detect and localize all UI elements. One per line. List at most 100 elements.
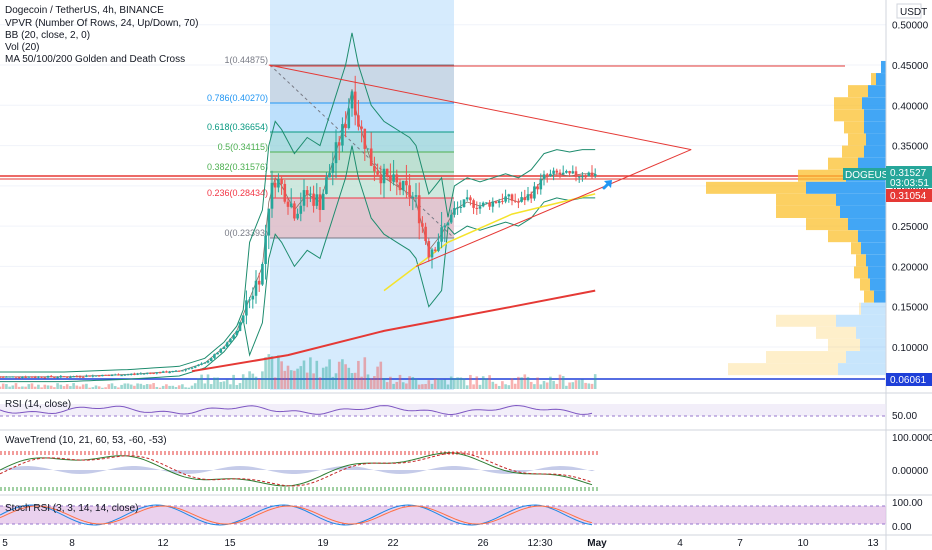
volume-bar <box>110 383 114 389</box>
volume-bar <box>17 386 21 389</box>
volume-bar <box>1 383 5 389</box>
candle-body <box>257 280 261 285</box>
candle-body <box>59 376 63 378</box>
vpvr-row-down <box>828 157 858 170</box>
fib-level-label: 0.786(0.40270) <box>207 93 268 103</box>
volume-bar <box>203 383 207 389</box>
volume-bar <box>475 376 479 389</box>
stoch-d-line <box>0 505 593 525</box>
candle-body <box>542 174 546 180</box>
volume-bar <box>347 367 351 389</box>
indicator-bb[interactable]: BB (20, close, 2, 0) <box>5 30 90 41</box>
volume-bar <box>209 384 213 389</box>
candle-body <box>1 376 5 378</box>
candle-body <box>369 148 373 166</box>
candle-body <box>203 362 207 364</box>
candle-body <box>33 377 37 379</box>
volume-bar <box>337 361 341 389</box>
volume-bar <box>197 378 200 389</box>
candle-body <box>21 376 24 378</box>
volume-bar <box>561 376 565 389</box>
volume-bar <box>139 383 143 389</box>
volume-bar <box>289 370 293 389</box>
volume-bar <box>245 377 248 389</box>
candle-body <box>216 352 219 355</box>
volume-bar <box>411 376 415 389</box>
stoch-band <box>0 506 886 524</box>
volume-bar <box>590 383 594 389</box>
volume-bar <box>193 383 197 389</box>
volume-bar <box>229 384 232 389</box>
candle-body <box>293 203 296 219</box>
candle-body <box>427 241 431 258</box>
volume-bar <box>392 383 395 389</box>
candle-body <box>325 177 328 194</box>
candle-body <box>478 206 482 209</box>
candle-body <box>193 366 197 368</box>
vpvr-row-down <box>828 338 860 351</box>
candle-body <box>232 335 235 339</box>
volume-bar <box>433 378 437 389</box>
volume-bar <box>21 386 24 389</box>
candle-body <box>197 364 200 367</box>
candle-body <box>529 194 533 199</box>
candle-body <box>104 374 107 376</box>
candle-body <box>462 199 466 207</box>
volume-bar <box>549 376 552 389</box>
candle-body <box>344 124 347 129</box>
price-tick: 0.15000 <box>892 303 929 314</box>
vpvr-row-up <box>860 338 886 351</box>
candle-body <box>337 142 341 146</box>
time-tick: 12 <box>157 538 169 549</box>
stoch-title[interactable]: Stoch RSI (3, 3, 14, 14, close) <box>5 503 138 514</box>
volume-bar <box>283 370 287 389</box>
volume-bar <box>165 384 168 389</box>
volume-bar <box>552 380 555 389</box>
volume-bar <box>577 380 581 389</box>
vpvr-row-up <box>868 85 886 98</box>
candle-body <box>539 179 543 190</box>
candle-body <box>78 376 82 378</box>
candle-body <box>488 202 491 207</box>
candle-body <box>168 372 171 374</box>
candle-body <box>497 200 501 203</box>
volume-bar <box>542 380 546 389</box>
candle-body <box>385 168 389 176</box>
price-tick: 0.35000 <box>892 142 929 153</box>
currency-label: USDT <box>900 7 927 18</box>
volume-bar <box>472 384 475 389</box>
currency-box[interactable] <box>896 3 922 19</box>
candle-body <box>30 376 34 378</box>
indicator-ma[interactable]: MA 50/100/200 Golden and Death Cross <box>5 54 185 65</box>
triangle-bottom-line <box>415 149 692 267</box>
candle-body <box>523 197 527 201</box>
wavetrend-signal <box>0 452 593 487</box>
indicator-vpvr[interactable]: VPVR (Number Of Rows, 24, Up/Down, 70) <box>5 18 198 29</box>
volume-bar <box>504 384 507 389</box>
vpvr-row-down <box>848 85 868 98</box>
volume-bar <box>315 360 319 389</box>
rsi-title[interactable]: RSI (14, close) <box>5 399 71 410</box>
time-axis[interactable]: 5 8 12 15 19 22 26 12:30 May 4 7 10 13 <box>2 538 879 549</box>
fib-level-label: 0(0.23393) <box>224 228 268 238</box>
indicator-vol[interactable]: Vol (20) <box>5 42 39 53</box>
candle-body <box>40 376 43 378</box>
candle-body <box>558 172 562 175</box>
volume-bar <box>440 379 443 389</box>
volume-bar <box>126 383 130 389</box>
volume-bar <box>469 374 472 389</box>
candle-body <box>5 376 8 378</box>
candle-body <box>254 280 258 296</box>
stoch-tick-0: 0.00 <box>892 522 912 533</box>
candle-body <box>449 214 453 223</box>
volume-bar <box>341 359 344 389</box>
wavetrend-title[interactable]: WaveTrend (10, 21, 60, 53, -60, -53) <box>5 435 167 446</box>
candle-body <box>299 205 303 214</box>
volume-bar <box>449 376 453 389</box>
volume-bar <box>299 366 303 389</box>
volume-bar <box>321 367 325 389</box>
candle-body <box>238 322 242 331</box>
volume-bar <box>325 366 328 389</box>
volume-bar <box>523 374 527 389</box>
